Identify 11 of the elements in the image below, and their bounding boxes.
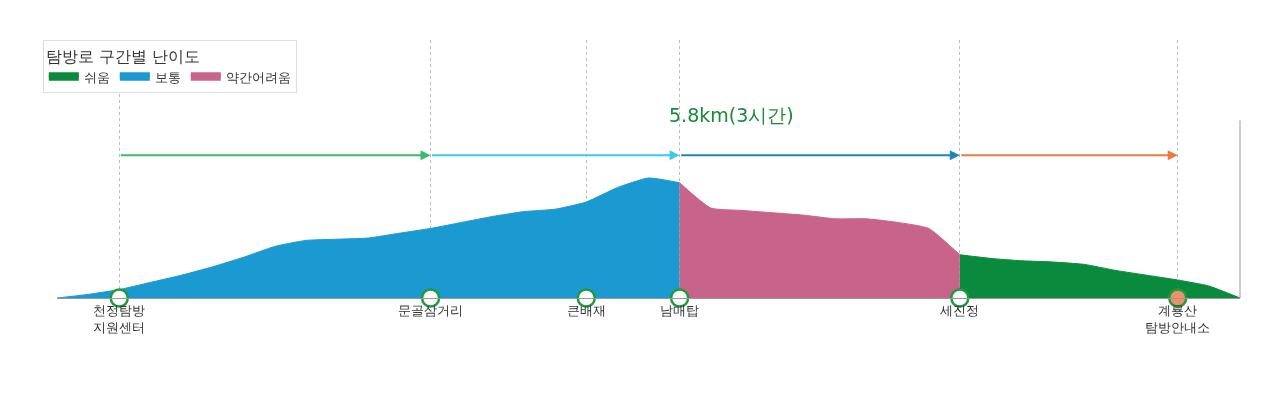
- legend-title: 탐방로 구간별 난이도: [45, 46, 200, 66]
- x-tick-label: 문골삼거리: [398, 302, 464, 318]
- text: 5.8km(3시간): [669, 104, 794, 126]
- x-tick-label: 계룡산 탐방안내소: [1145, 302, 1211, 335]
- legend-label: 보통: [154, 69, 181, 85]
- x-tick-label: 큰배재: [566, 302, 606, 318]
- legend-label: 쉬움: [83, 69, 110, 85]
- x-tick-label: 세진정: [940, 302, 980, 318]
- x-tick-label: 천정탐방 지원센터: [93, 302, 146, 335]
- legend-label: 약간어려움: [225, 69, 291, 85]
- x-tick-label: 남매탑: [660, 302, 700, 318]
